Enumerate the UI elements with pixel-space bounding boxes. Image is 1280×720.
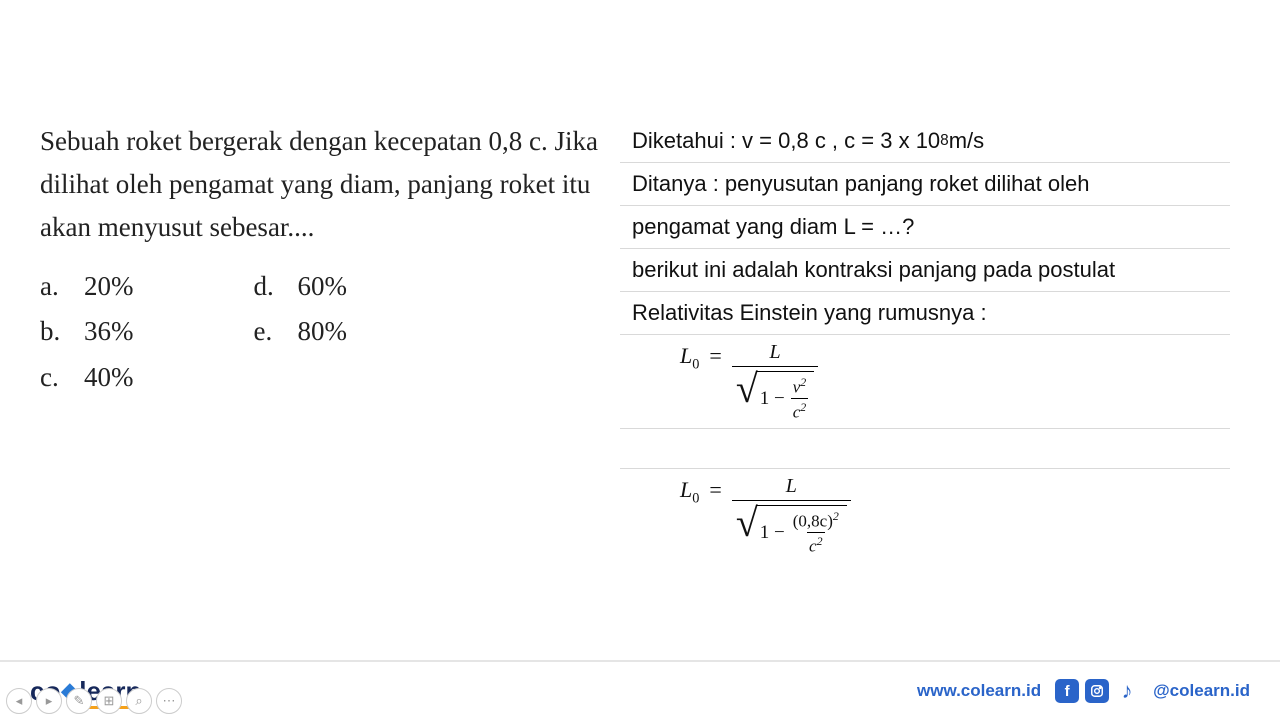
radical-sign: √: [736, 505, 758, 556]
given-text-post: m/s: [949, 128, 984, 154]
option-value: 20%: [84, 264, 134, 310]
question-panel: Sebuah roket bergerak dengan kecepatan 0…: [0, 120, 620, 640]
option-d: d. 60%: [254, 264, 348, 310]
option-value: 80%: [298, 309, 348, 355]
solution-line-asked-2: pengamat yang diam L = …?: [620, 206, 1230, 249]
v-squared-exp: 2: [800, 375, 806, 389]
zoom-icon[interactable]: ⌕: [126, 688, 152, 714]
option-value: 36%: [84, 309, 134, 355]
equals-sign: =: [705, 341, 725, 369]
equals-sign: =: [705, 475, 725, 503]
option-letter: e.: [254, 309, 280, 355]
website-url[interactable]: www.colearn.id: [917, 681, 1041, 701]
footer-right: www.colearn.id f ♪ @colearn.id: [917, 679, 1250, 703]
question-text: Sebuah roket bergerak dengan kecepatan 0…: [40, 120, 600, 250]
playback-controls: ◂ ▸ ✎ ⊞ ⌕ ⋯: [6, 688, 182, 714]
solution-panel: Diketahui : v = 0,8 c , c = 3 x 108 m/s …: [620, 120, 1260, 640]
option-b: b. 36%: [40, 309, 134, 355]
main-content: Sebuah roket bergerak dengan kecepatan 0…: [0, 0, 1280, 640]
formula-numerator: L: [772, 475, 811, 500]
instagram-icon[interactable]: [1085, 679, 1109, 703]
option-value: 60%: [298, 264, 348, 310]
option-letter: b.: [40, 309, 66, 355]
option-a: a. 20%: [40, 264, 134, 310]
options-column-2: d. 60% e. 80%: [254, 264, 348, 402]
option-letter: d.: [254, 264, 280, 310]
formula-lhs: L: [680, 343, 692, 368]
spacer-line: [620, 429, 1230, 469]
solution-line-asked: Ditanya : penyusutan panjang roket dilih…: [620, 163, 1230, 206]
options-column-1: a. 20% b. 36% c. 40%: [40, 264, 134, 402]
facebook-icon[interactable]: f: [1055, 679, 1079, 703]
footer-bar: co◆learn www.colearn.id f ♪ @colearn.id: [0, 660, 1280, 720]
c-squared-exp: 2: [817, 534, 823, 548]
answer-options: a. 20% b. 36% c. 40% d. 60% e.: [40, 264, 600, 402]
c-squared-c: c: [809, 537, 817, 556]
grid-icon[interactable]: ⊞: [96, 688, 122, 714]
solution-line-given: Diketahui : v = 0,8 c , c = 3 x 108 m/s: [620, 120, 1230, 163]
option-letter: c.: [40, 355, 66, 401]
formula-lhs-sub: 0: [692, 356, 699, 372]
given-text-pre: Diketahui : v = 0,8 c , c = 3 x 10: [632, 128, 940, 154]
next-button[interactable]: ▸: [36, 688, 62, 714]
one-minus: 1 −: [760, 522, 785, 544]
radical-sign: √: [736, 371, 758, 422]
formula-numerator: L: [755, 341, 794, 366]
social-handle[interactable]: @colearn.id: [1153, 681, 1250, 701]
more-icon[interactable]: ⋯: [156, 688, 182, 714]
option-c: c. 40%: [40, 355, 134, 401]
formula-lhs-sub: 0: [692, 491, 699, 507]
formula-substituted: L0 = L √ 1 − (0,8c)2 c2: [620, 469, 1230, 562]
subst-num-exp: 2: [833, 509, 839, 523]
social-icons: f ♪: [1055, 679, 1139, 703]
c-squared-exp: 2: [800, 400, 806, 414]
tiktok-icon[interactable]: ♪: [1115, 679, 1139, 703]
option-letter: a.: [40, 264, 66, 310]
exponent: 8: [940, 132, 949, 150]
pen-icon[interactable]: ✎: [66, 688, 92, 714]
prev-button[interactable]: ◂: [6, 688, 32, 714]
solution-line-explain-1: berikut ini adalah kontraksi panjang pad…: [620, 249, 1230, 292]
formula-length-contraction: L0 = L √ 1 − v2 c2: [620, 335, 1230, 429]
subst-num: (0,8c): [793, 512, 833, 531]
option-e: e. 80%: [254, 309, 348, 355]
one-minus: 1 −: [760, 388, 785, 410]
solution-line-explain-2: Relativitas Einstein yang rumusnya :: [620, 292, 1230, 335]
formula-lhs: L: [680, 477, 692, 502]
option-value: 40%: [84, 355, 134, 401]
